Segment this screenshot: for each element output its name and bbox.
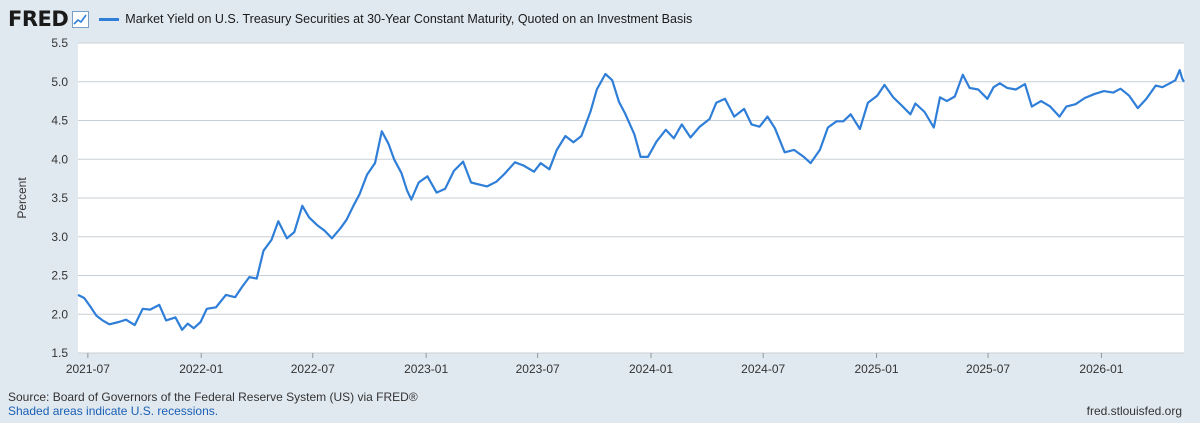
x-tick-label: 2022-07	[291, 362, 335, 376]
recession-note[interactable]: Shaded areas indicate U.S. recessions.	[8, 404, 219, 418]
y-axis-label: Percent	[15, 177, 29, 219]
x-tick-label: 2021-07	[66, 362, 110, 376]
x-tick-label: 2026-01	[1079, 362, 1123, 376]
source-text: Source: Board of Governors of the Federa…	[8, 390, 418, 404]
line-chart-icon	[72, 10, 90, 28]
x-tick-label: 2025-07	[966, 362, 1010, 376]
legend-swatch	[99, 17, 120, 21]
y-axis-ticks: 1.5 2.0 2.5 3.0 3.5 4.0 4.5 5.0 5.5	[51, 36, 68, 360]
x-tick-label: 2025-01	[855, 362, 899, 376]
site-url[interactable]: fred.stlouisfed.org	[1086, 404, 1182, 418]
legend-label: Market Yield on U.S. Treasury Securities…	[125, 12, 693, 26]
y-tick-label: 5.0	[51, 75, 68, 89]
y-tick-label: 4.0	[51, 152, 68, 166]
y-tick-label: 3.0	[51, 230, 68, 244]
series-line[interactable]	[77, 69, 1185, 331]
y-tick-label: 2.0	[51, 307, 68, 321]
x-tick-label: 2023-07	[516, 362, 560, 376]
y-tick-label: 4.5	[51, 114, 68, 128]
y-tick-label: 1.5	[51, 346, 68, 360]
x-axis-ticks: 2021-07 2022-01 2022-07 2023-01 2023-07 2024-…	[66, 353, 1124, 376]
x-tick-label: 2024-07	[741, 362, 785, 376]
x-tick-label: 2022-01	[179, 362, 223, 376]
y-tick-label: 5.5	[51, 36, 68, 50]
x-tick-label: 2024-01	[629, 362, 673, 376]
gridlines	[78, 42, 1184, 354]
chart-header: FRED Market Yield on U.S. Treasury Secur…	[8, 6, 692, 32]
y-tick-label: 2.5	[51, 269, 68, 283]
fred-logo[interactable]: FRED	[8, 7, 69, 31]
y-tick-label: 3.5	[51, 191, 68, 205]
x-tick-label: 2023-01	[404, 362, 448, 376]
